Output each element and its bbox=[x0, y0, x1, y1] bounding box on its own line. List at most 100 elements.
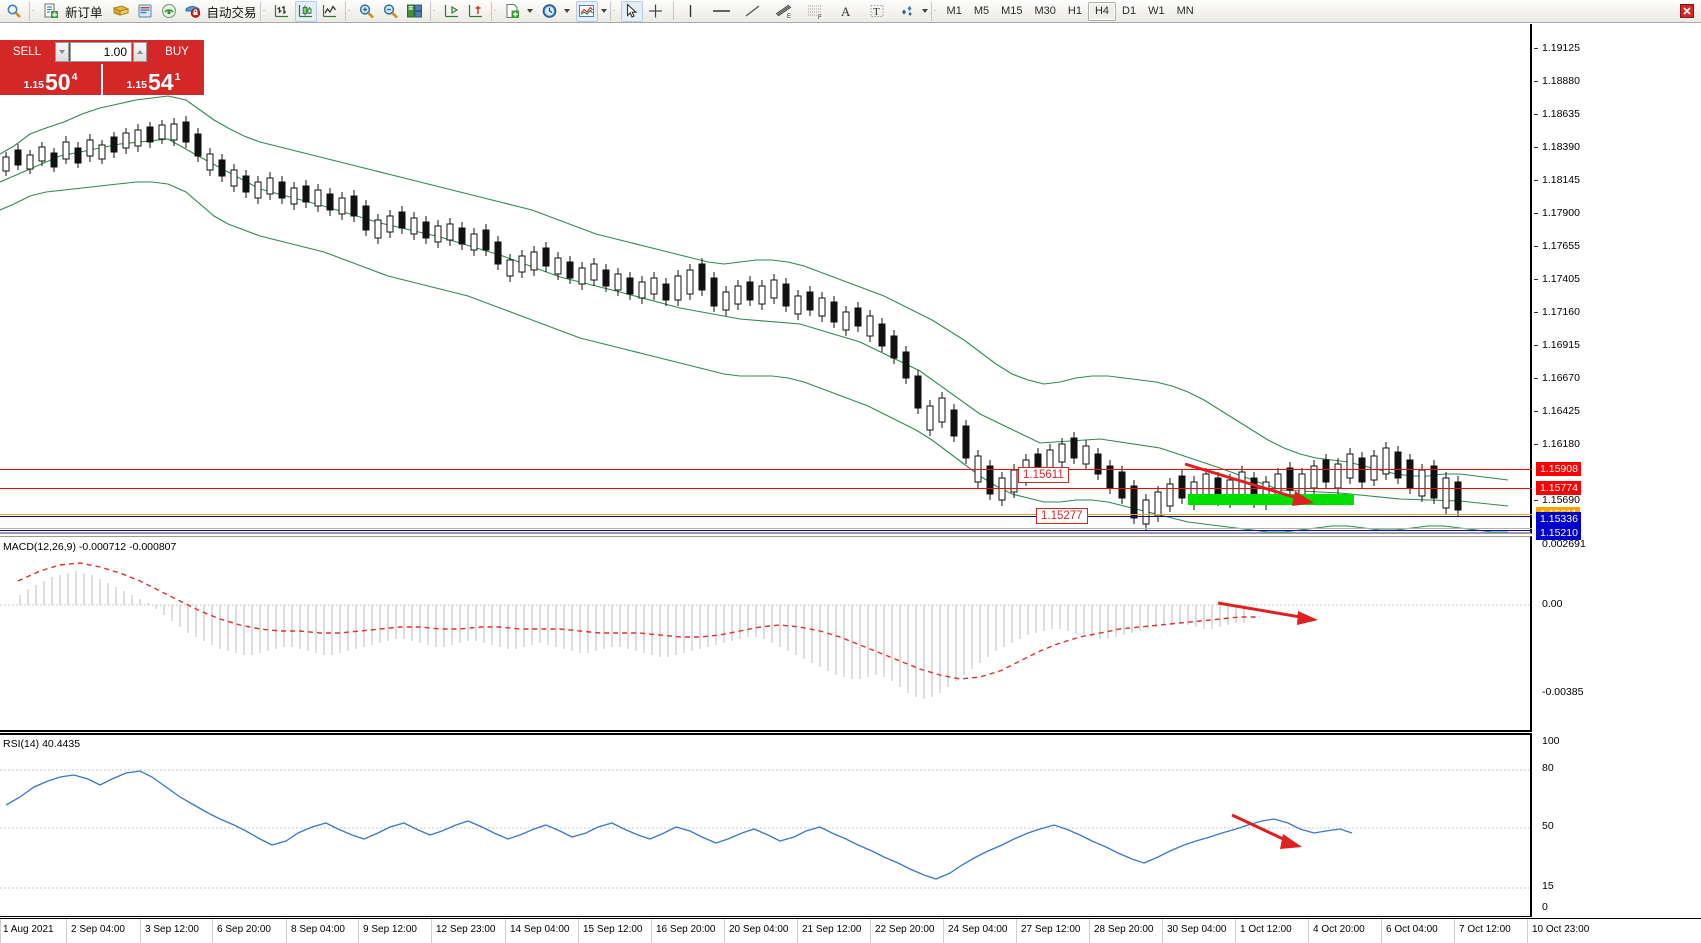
resistance-line-1[interactable] bbox=[0, 469, 1532, 470]
text-label-icon[interactable]: T bbox=[866, 1, 888, 22]
add-indicator-icon[interactable] bbox=[502, 1, 524, 22]
timeframe-mn[interactable]: MN bbox=[1176, 5, 1194, 17]
support-line-blue-2[interactable] bbox=[0, 530, 1532, 531]
period-dropdown-icon[interactable] bbox=[563, 9, 570, 13]
templates-icon[interactable] bbox=[575, 0, 598, 22]
buy-button[interactable]: BUY bbox=[150, 40, 204, 64]
bar-chart-icon[interactable] bbox=[271, 1, 293, 22]
rsi-tick-0: 100 bbox=[1542, 735, 1560, 747]
period-icon[interactable] bbox=[539, 1, 561, 22]
market-icon[interactable] bbox=[182, 1, 204, 22]
macd-indicator-panel[interactable]: MACD(12,26,9) -0.000712 -0.000807 bbox=[0, 536, 1532, 732]
line-chart-icon[interactable] bbox=[319, 1, 341, 22]
volume-up-button[interactable] bbox=[133, 42, 147, 62]
price-tick-8: 1.17160 bbox=[1542, 306, 1580, 318]
price-badge-resistance-2[interactable]: 1.15774 bbox=[1536, 481, 1581, 495]
price-badge-support-blue-2[interactable]: 1.15210 bbox=[1536, 526, 1581, 540]
auto-scroll-icon[interactable] bbox=[465, 1, 487, 22]
close-icon[interactable] bbox=[1676, 1, 1698, 22]
templates-dropdown-icon[interactable] bbox=[600, 9, 607, 13]
horizontal-line-icon[interactable] bbox=[711, 1, 733, 22]
down-trend-arrow-main bbox=[1184, 462, 1314, 506]
timeframe-m5[interactable]: M5 bbox=[973, 5, 990, 17]
bollinger-lower-band bbox=[0, 181, 1508, 533]
rsi-chart-svg bbox=[0, 769, 1532, 889]
rsi-indicator-panel[interactable]: RSI(14) 40.4435 bbox=[0, 733, 1532, 917]
volume-input[interactable]: 1.00 bbox=[70, 42, 132, 62]
toolbar-separator-5 bbox=[490, 1, 498, 21]
timeframe-d1[interactable]: D1 bbox=[1122, 5, 1137, 17]
timeframe-m1[interactable]: M1 bbox=[946, 5, 962, 17]
timeframe-m30[interactable]: M30 bbox=[1034, 5, 1056, 17]
text-icon[interactable]: A bbox=[835, 1, 857, 22]
price-tick-4: 1.18145 bbox=[1542, 174, 1580, 186]
auto-trading-label[interactable]: 自动交易 bbox=[206, 4, 257, 20]
sell-button[interactable]: SELL bbox=[0, 40, 54, 64]
tile-windows-icon[interactable] bbox=[404, 1, 426, 22]
toolbar-separator-3 bbox=[344, 1, 352, 21]
time-tick-8: 15 Sep 12:00 bbox=[583, 924, 643, 935]
time-tick-10: 20 Sep 04:00 bbox=[729, 924, 789, 935]
candlestick-chart-icon[interactable] bbox=[294, 0, 317, 22]
chart-shift-icon[interactable] bbox=[441, 1, 463, 22]
support-zone-highlight bbox=[1188, 494, 1354, 505]
price-annotation-2[interactable]: 1.15277 bbox=[1036, 508, 1088, 524]
time-tick-15: 28 Sep 20:00 bbox=[1094, 924, 1154, 935]
signals-icon[interactable] bbox=[158, 1, 180, 22]
time-tick-3: 6 Sep 20:00 bbox=[217, 924, 271, 935]
time-axis[interactable]: 1 Aug 2021 2 Sep 04:00 3 Sep 12:00 6 Sep… bbox=[0, 918, 1701, 943]
shapes-dropdown-icon[interactable] bbox=[921, 9, 928, 13]
new-order-icon[interactable] bbox=[40, 1, 62, 22]
new-order-label[interactable]: 新订单 bbox=[65, 4, 103, 20]
buy-price-prefix: 1.15 bbox=[126, 79, 147, 91]
price-badge-resistance-1[interactable]: 1.15908 bbox=[1536, 462, 1581, 476]
one-click-trading-panel[interactable]: SELL 1.00 BUY 1.15 50 4 1.15 54 1 bbox=[0, 40, 204, 95]
price-tick-0: 1.19125 bbox=[1542, 42, 1580, 54]
time-tick-21: 10 Oct 23:00 bbox=[1532, 924, 1590, 935]
buy-price-display[interactable]: 1.15 54 1 bbox=[103, 64, 204, 95]
pivot-line[interactable] bbox=[0, 514, 1532, 515]
history-icon[interactable] bbox=[110, 1, 132, 22]
trade-panel-price-row: 1.15 50 4 1.15 54 1 bbox=[0, 64, 204, 95]
price-tick-13: 1.15690 bbox=[1542, 494, 1580, 506]
rsi-line bbox=[5, 770, 1353, 880]
toolbar-separator-1 bbox=[29, 1, 36, 21]
crosshair-icon[interactable] bbox=[645, 1, 667, 22]
search-icon[interactable] bbox=[3, 1, 25, 22]
timeframe-w1[interactable]: W1 bbox=[1148, 5, 1165, 17]
resistance-line-2[interactable] bbox=[0, 488, 1532, 489]
volume-control[interactable]: 1.00 bbox=[54, 40, 150, 64]
price-annotation-1[interactable]: 1.15611 bbox=[1018, 467, 1069, 483]
trendline-icon[interactable] bbox=[742, 1, 764, 22]
vertical-line-icon[interactable] bbox=[680, 1, 702, 22]
rsi-tick-2: 50 bbox=[1542, 820, 1554, 832]
sell-price-main: 50 bbox=[45, 69, 71, 95]
timeframe-h1[interactable]: H1 bbox=[1067, 5, 1082, 17]
rsi-axis: 100 80 50 15 0 bbox=[1534, 733, 1701, 917]
terminal-icon[interactable] bbox=[134, 1, 156, 22]
price-tick-9: 1.16915 bbox=[1542, 339, 1580, 351]
add-indicator-dropdown-icon[interactable] bbox=[526, 9, 533, 13]
svg-text:F: F bbox=[818, 15, 822, 19]
volume-down-button[interactable] bbox=[55, 42, 69, 62]
main-price-chart[interactable]: 1.15611 1.15277 bbox=[0, 24, 1532, 534]
trade-panel-top-row: SELL 1.00 BUY bbox=[0, 40, 204, 64]
rsi-label: RSI(14) 40.4435 bbox=[3, 738, 81, 750]
price-axis[interactable]: 1.19125 1.18880 1.18635 1.18390 1.18145 … bbox=[1534, 24, 1701, 542]
equidistant-channel-icon[interactable]: E bbox=[773, 1, 795, 22]
sell-price-display[interactable]: 1.15 50 4 bbox=[0, 64, 101, 95]
bollinger-upper-band bbox=[0, 95, 1509, 481]
timeframe-h4[interactable]: H4 bbox=[1087, 1, 1117, 21]
zoom-in-icon[interactable] bbox=[356, 1, 378, 22]
timeframe-m15[interactable]: M15 bbox=[1001, 5, 1023, 17]
fibonacci-icon[interactable]: F bbox=[804, 1, 826, 22]
time-tick-7: 14 Sep 04:00 bbox=[510, 924, 570, 935]
cursor-icon[interactable] bbox=[620, 0, 643, 22]
zoom-out-icon[interactable] bbox=[380, 1, 402, 22]
support-line-blue-1[interactable] bbox=[0, 516, 1532, 517]
price-tick-7: 1.17405 bbox=[1542, 273, 1580, 285]
price-badge-support-blue-1[interactable]: 1.15336 bbox=[1536, 512, 1581, 526]
time-tick-18: 4 Oct 20:00 bbox=[1313, 924, 1365, 935]
time-tick-2: 3 Sep 12:00 bbox=[145, 924, 199, 935]
shapes-icon[interactable] bbox=[897, 1, 919, 22]
